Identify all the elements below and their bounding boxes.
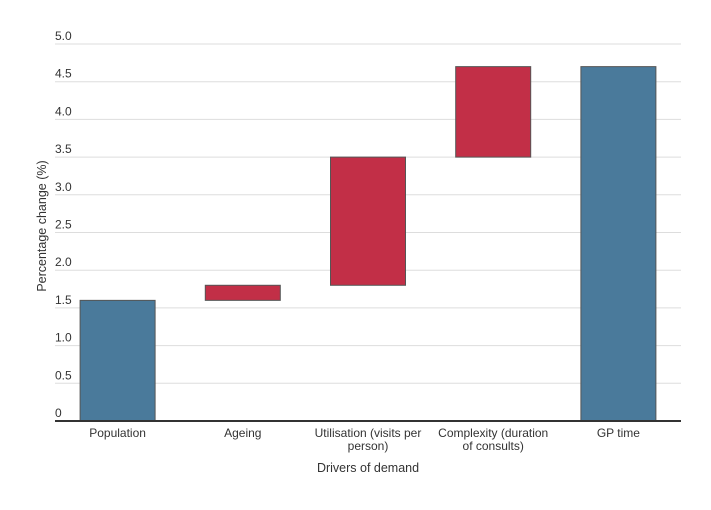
y-tick-label: 0 bbox=[55, 406, 62, 420]
y-tick-label: 5.0 bbox=[55, 29, 72, 43]
y-tick-label: 3.0 bbox=[55, 180, 72, 194]
y-tick-label: 1.0 bbox=[55, 331, 72, 345]
bar-increase bbox=[455, 66, 532, 158]
x-category-label: Ageing bbox=[224, 426, 261, 440]
x-category-label: person) bbox=[348, 439, 389, 453]
bar-increase bbox=[204, 284, 281, 301]
y-tick-label: 2.0 bbox=[55, 255, 72, 269]
bar-total bbox=[580, 66, 657, 422]
y-tick-label: 4.0 bbox=[55, 104, 72, 118]
x-category-label: Population bbox=[89, 426, 146, 440]
x-axis-label: Drivers of demand bbox=[317, 461, 419, 475]
y-tick-label: 2.5 bbox=[55, 218, 72, 232]
bar-total bbox=[79, 299, 156, 422]
x-category-label: Complexity (duration bbox=[438, 426, 548, 440]
y-tick-label: 1.5 bbox=[55, 293, 72, 307]
x-category-label: of consults) bbox=[463, 439, 524, 453]
y-tick-label: 3.5 bbox=[55, 142, 72, 156]
x-category-label: GP time bbox=[597, 426, 640, 440]
y-tick-label: 4.5 bbox=[55, 67, 72, 81]
bar-increase bbox=[330, 156, 406, 286]
x-category-label: Utilisation (visits per bbox=[315, 426, 422, 440]
y-tick-label: 0.5 bbox=[55, 368, 72, 382]
y-axis-label: Percentage change (%) bbox=[35, 160, 49, 291]
